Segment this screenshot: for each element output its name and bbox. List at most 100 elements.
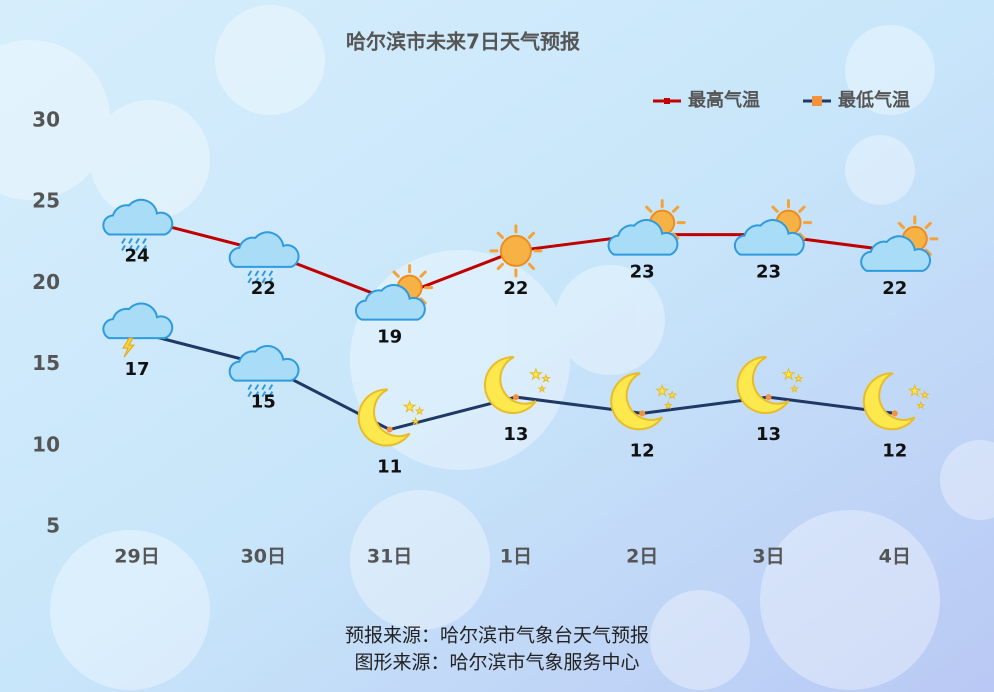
star: ★ <box>794 375 802 385</box>
weather-icon: ★ ★★ <box>736 356 803 415</box>
weather-icon <box>489 224 543 278</box>
data-label: 22 <box>251 278 276 299</box>
sun-ray <box>924 221 932 230</box>
rain-drop <box>128 237 133 244</box>
weather-icon: ★ ★★ <box>862 372 929 431</box>
star: ★ <box>668 391 676 401</box>
chart-title: 哈尔滨市未来7日天气预报 <box>346 30 580 54</box>
sun-ray <box>798 205 806 213</box>
x-tick-label: 4日 <box>879 546 911 568</box>
rain-drop <box>135 237 140 244</box>
weather-icon <box>860 215 939 272</box>
rain-drop <box>254 384 260 391</box>
legend-marker <box>664 98 670 104</box>
rain-drop <box>254 391 260 398</box>
star: ★ <box>416 407 424 417</box>
sun-ray <box>897 221 905 230</box>
rain-drop <box>268 277 274 284</box>
sun-ray <box>672 232 680 240</box>
x-tick-label: 1日 <box>500 546 532 568</box>
weather-icon: ★ ★★ <box>484 356 550 415</box>
legend-marker <box>812 96 822 106</box>
rain-drop <box>261 277 267 284</box>
cloud-shape <box>228 231 300 268</box>
x-tick-label: 31日 <box>367 546 412 568</box>
star: ★ <box>791 385 798 394</box>
sun-ray <box>496 262 504 271</box>
sun <box>499 234 532 267</box>
star: ★ <box>782 367 795 383</box>
sun-ray <box>496 231 504 239</box>
cloud-shape <box>607 219 679 256</box>
data-label: 22 <box>882 278 907 299</box>
sun-ray <box>798 232 806 240</box>
rain-drop <box>121 237 126 244</box>
moon <box>736 356 790 415</box>
cloud-icon <box>607 219 679 256</box>
rain-drop <box>247 270 253 277</box>
cloud-icon <box>102 198 174 236</box>
rain-drop <box>121 244 126 251</box>
legend-label: 最高气温 <box>688 89 760 111</box>
data-label: 13 <box>503 424 528 445</box>
cloud-shape <box>354 284 426 321</box>
star: ★ <box>542 375 550 385</box>
cloud-shape <box>733 219 805 256</box>
sun-ray <box>924 248 932 256</box>
rain-drop <box>247 277 253 284</box>
data-label: 17 <box>124 359 149 380</box>
rain-drop <box>254 270 260 277</box>
star: ★ <box>403 400 416 416</box>
moon <box>862 372 916 431</box>
cloud-shape <box>102 302 174 340</box>
point <box>512 394 519 401</box>
rain-drop <box>268 391 274 398</box>
sun-ray <box>527 231 536 239</box>
point <box>639 410 646 417</box>
weather-icon <box>102 302 174 358</box>
cloud-shape <box>860 235 932 272</box>
sun-ray <box>392 270 400 278</box>
cloud-icon <box>860 235 932 272</box>
moon <box>610 372 664 431</box>
sun-ray <box>527 262 536 271</box>
weather-icon <box>102 198 174 251</box>
lightning <box>122 337 136 358</box>
data-label: 11 <box>377 457 402 478</box>
moon <box>357 388 411 447</box>
cloud-icon <box>354 284 426 321</box>
cloud-shape <box>228 344 300 382</box>
star: ★ <box>665 401 672 410</box>
rain-drop <box>261 384 267 391</box>
weather-icon: ★ ★★ <box>357 388 424 447</box>
y-tick-label: 15 <box>32 351 60 375</box>
data-label: 12 <box>630 440 655 461</box>
sun-ray <box>419 297 427 305</box>
sun-ray <box>645 205 653 213</box>
rain-drop <box>128 244 133 251</box>
cloud-icon <box>228 231 300 268</box>
star: ★ <box>656 383 669 399</box>
star: ★ <box>909 383 922 399</box>
sun-ray <box>419 270 427 278</box>
x-tick-label: 2日 <box>626 546 658 568</box>
rain-drop <box>268 384 274 391</box>
star: ★ <box>917 401 924 410</box>
rain-drop <box>261 391 267 398</box>
weather-icon <box>733 199 812 256</box>
cloud-icon <box>102 302 174 340</box>
star: ★ <box>530 367 543 383</box>
rain-drop <box>142 244 147 251</box>
sun-ray <box>672 205 680 213</box>
y-tick-label: 20 <box>32 270 60 294</box>
moon <box>484 356 537 415</box>
rain-drop <box>135 244 140 251</box>
y-tick-label: 30 <box>32 108 60 132</box>
weather-icon <box>354 264 434 321</box>
point <box>386 426 393 433</box>
sun-ray <box>771 205 779 213</box>
cloud-icon <box>733 219 805 256</box>
data-label: 12 <box>882 440 907 461</box>
weather-icon: ★ ★★ <box>610 372 677 431</box>
